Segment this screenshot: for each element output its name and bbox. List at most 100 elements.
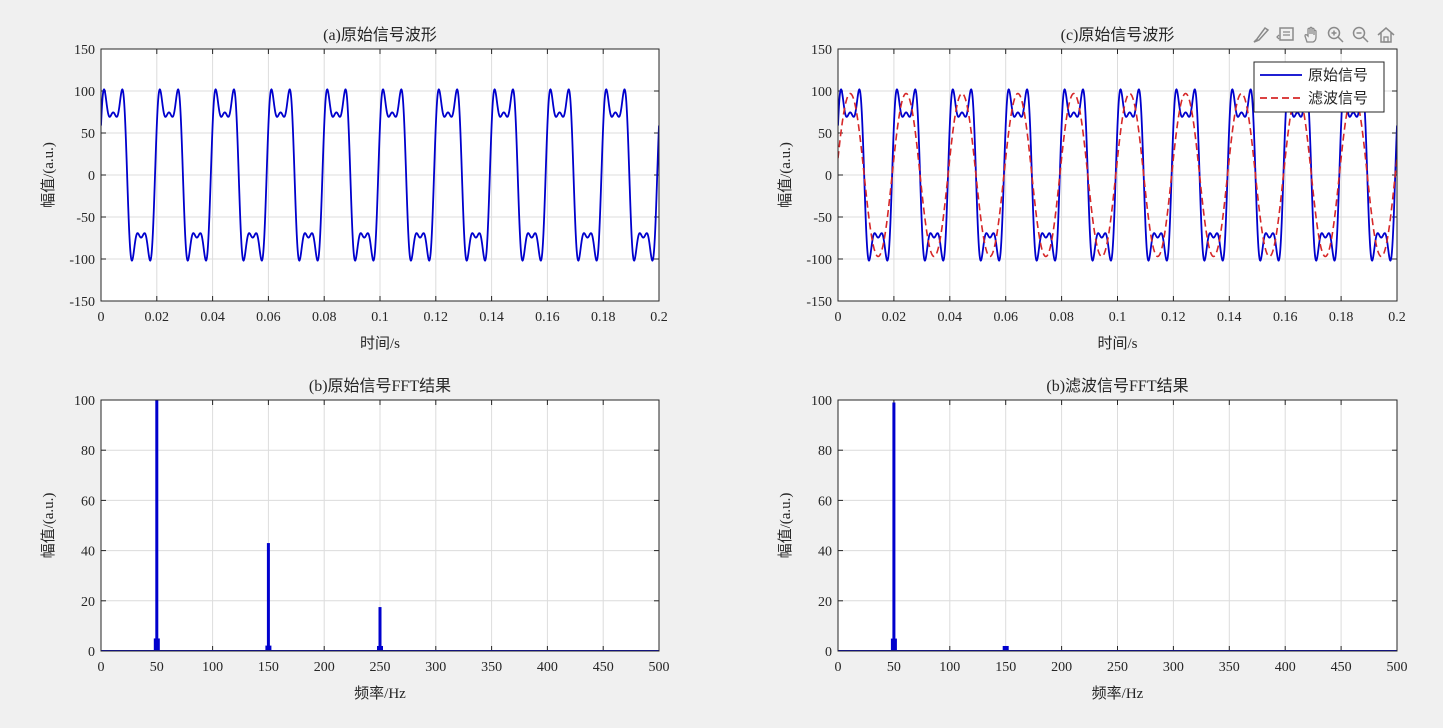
y-tick-label: -150 bbox=[806, 295, 832, 310]
x-tick-label: 0.14 bbox=[479, 310, 504, 325]
fft-peak-skirt-50 bbox=[890, 638, 897, 651]
x-axis-label: 频率/Hz bbox=[1092, 685, 1144, 702]
y-tick-label: 40 bbox=[81, 545, 95, 560]
x-tick-label: 500 bbox=[1387, 660, 1408, 675]
x-tick-label: 0.04 bbox=[200, 310, 225, 325]
x-tick-label: 0.02 bbox=[145, 310, 170, 325]
y-tick-label: 20 bbox=[818, 595, 832, 610]
fft-peak-skirt-150 bbox=[1002, 645, 1009, 651]
x-tick-label: 400 bbox=[1275, 660, 1296, 675]
y-tick-label: 50 bbox=[818, 127, 832, 142]
y-tick-label: 100 bbox=[74, 85, 95, 100]
y-tick-label: 60 bbox=[818, 494, 832, 509]
y-axis-label: 幅值/(a.u.) bbox=[40, 142, 57, 208]
data-tips-icon[interactable] bbox=[1275, 24, 1297, 46]
x-tick-label: 450 bbox=[593, 660, 614, 675]
axes-toolbar bbox=[1250, 24, 1400, 48]
fft-peak-250 bbox=[378, 607, 382, 651]
x-tick-label: 0.16 bbox=[1273, 310, 1298, 325]
subplot-b2: 0 50 100 150 200 250 300 350 400 450 500 0 20 40 60 80 1… bbox=[777, 377, 1408, 702]
x-tick-label: 0.12 bbox=[424, 310, 449, 325]
fft-peak-50 bbox=[892, 402, 896, 651]
x-tick-label: 450 bbox=[1331, 660, 1352, 675]
subplot-title: (c)原始信号波形 bbox=[1061, 26, 1175, 44]
y-axis-label: 幅值/(a.u.) bbox=[40, 493, 57, 559]
x-tick-label: 500 bbox=[649, 660, 670, 675]
y-tick-label: 60 bbox=[81, 494, 95, 509]
y-axis-label: 幅值/(a.u.) bbox=[777, 142, 794, 208]
subplot-title: (b)滤波信号FFT结果 bbox=[1046, 377, 1188, 395]
fft-peak-150 bbox=[266, 543, 270, 651]
x-tick-label: 0 bbox=[98, 310, 105, 325]
y-tick-label: 100 bbox=[74, 394, 95, 409]
y-tick-label: 100 bbox=[811, 85, 832, 100]
x-axis-label: 频率/Hz bbox=[354, 685, 406, 702]
series-line-filtered bbox=[838, 92, 1397, 258]
x-tick-label: 0.1 bbox=[371, 310, 389, 325]
y-tick-label: 0 bbox=[825, 645, 832, 660]
subplot-title: (a)原始信号波形 bbox=[323, 26, 437, 44]
x-tick-label: 250 bbox=[1107, 660, 1128, 675]
x-axis-label: 时间/s bbox=[1097, 335, 1137, 352]
y-tick-label: 0 bbox=[88, 169, 95, 184]
zoom-out-icon[interactable] bbox=[1350, 24, 1372, 46]
subplot-a: 0 0.02 0.04 0.06 0.08 0.1 0.12 0.14 0.16 0.18 0.2 -… bbox=[40, 26, 668, 352]
y-axis-label: 幅值/(a.u.) bbox=[777, 493, 794, 559]
zoom-in-icon[interactable] bbox=[1325, 24, 1347, 46]
fft-peak-skirt-50 bbox=[153, 638, 160, 651]
y-tick-label: -50 bbox=[813, 211, 832, 226]
x-tick-label: 0.2 bbox=[650, 310, 668, 325]
y-tick-label: -50 bbox=[76, 211, 95, 226]
x-tick-label: 0.02 bbox=[882, 310, 907, 325]
x-tick-label: 0.2 bbox=[1388, 310, 1406, 325]
x-tick-label: 50 bbox=[150, 660, 164, 675]
x-tick-label: 50 bbox=[887, 660, 901, 675]
y-tick-label: -100 bbox=[806, 253, 832, 268]
x-tick-label: 200 bbox=[314, 660, 335, 675]
x-tick-label: 0 bbox=[835, 310, 842, 325]
x-tick-label: 0.14 bbox=[1217, 310, 1242, 325]
x-tick-label: 0 bbox=[835, 660, 842, 675]
axes-border bbox=[100, 399, 660, 652]
x-tick-label: 150 bbox=[995, 660, 1016, 675]
y-tick-label: 150 bbox=[811, 43, 832, 58]
brush-icon[interactable] bbox=[1250, 24, 1272, 46]
x-tick-label: 350 bbox=[1219, 660, 1240, 675]
x-tick-label: 0 bbox=[98, 660, 105, 675]
y-tick-label: 0 bbox=[88, 645, 95, 660]
x-tick-label: 200 bbox=[1051, 660, 1072, 675]
home-icon[interactable] bbox=[1375, 24, 1397, 46]
y-tick-label: 20 bbox=[81, 595, 95, 610]
y-tick-label: 50 bbox=[81, 127, 95, 142]
pan-hand-icon[interactable] bbox=[1300, 24, 1322, 46]
legend-box bbox=[1253, 61, 1385, 113]
plot-contents bbox=[101, 88, 659, 262]
x-tick-label: 150 bbox=[258, 660, 279, 675]
y-tick-label: 40 bbox=[818, 545, 832, 560]
subplot-b1: 0 50 100 150 200 250 300 350 400 450 500 0 20 40 60 80 1… bbox=[40, 377, 670, 702]
x-axis-label: 时间/s bbox=[360, 335, 400, 352]
y-tick-label: 80 bbox=[818, 444, 832, 459]
legend-label-original: 原始信号 bbox=[1308, 67, 1368, 84]
x-tick-label: 350 bbox=[481, 660, 502, 675]
axes-border bbox=[837, 48, 1398, 302]
y-tick-label: -100 bbox=[69, 253, 95, 268]
x-tick-label: 400 bbox=[537, 660, 558, 675]
y-tick-label: 80 bbox=[81, 444, 95, 459]
axes-border bbox=[100, 48, 660, 302]
x-tick-label: 0.1 bbox=[1109, 310, 1127, 325]
subplot-title: (b)原始信号FFT结果 bbox=[309, 377, 451, 395]
x-tick-label: 0.04 bbox=[938, 310, 963, 325]
x-tick-label: 0.08 bbox=[312, 310, 337, 325]
x-tick-label: 0.18 bbox=[591, 310, 616, 325]
x-tick-label: 300 bbox=[1163, 660, 1184, 675]
fft-peak-skirt-150 bbox=[265, 645, 272, 651]
fft-peak-skirt-250 bbox=[377, 645, 383, 651]
fft-peak-50 bbox=[155, 400, 159, 651]
axes-border bbox=[837, 399, 1398, 652]
y-tick-label: -150 bbox=[69, 295, 95, 310]
x-tick-label: 0.16 bbox=[535, 310, 560, 325]
x-tick-label: 0.06 bbox=[993, 310, 1018, 325]
